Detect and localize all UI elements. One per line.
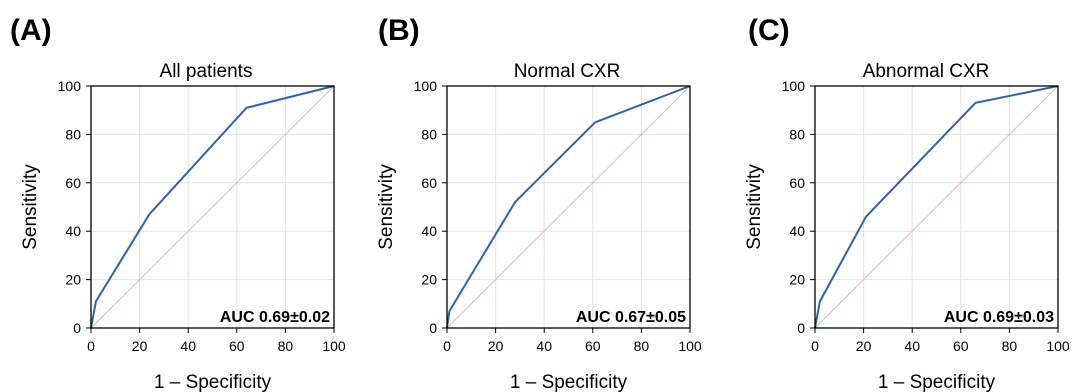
roc-curve-line [814, 85, 1059, 329]
x-tick-label: 80 [278, 338, 294, 354]
roc-panel-3: (C) Abnormal CXR 0 20 40 60 80 100 0 20 40 60 80 100 1… [744, 14, 1070, 392]
x-tick-label: 100 [678, 338, 702, 354]
x-axis-label: 1 – Specificity [878, 372, 996, 392]
x-tick-label: 60 [229, 338, 245, 354]
y-tick-label: 40 [789, 223, 805, 239]
plot-frame [814, 85, 1059, 329]
panel-letter: (B) [378, 14, 420, 47]
y-tick-label: 60 [789, 175, 805, 191]
x-tick-label: 0 [87, 338, 95, 354]
reference-diagonal-line [814, 85, 1059, 329]
y-tick-label: 100 [782, 78, 806, 94]
x-tick-label: 100 [1046, 338, 1070, 354]
plot-frame [90, 85, 335, 329]
roc-curve-line [90, 85, 335, 329]
x-tick-label: 40 [904, 338, 920, 354]
auc-annotation: AUC 0.69±0.03 [944, 309, 1054, 326]
roc-curve-line [446, 85, 691, 329]
y-axis-label: Sensitivity [376, 164, 397, 250]
x-tick-label: 20 [132, 338, 148, 354]
y-tick-label: 40 [65, 223, 81, 239]
panel-title: Abnormal CXR [863, 61, 990, 82]
y-tick-label: 40 [421, 223, 437, 239]
panel-title: All patients [160, 61, 253, 82]
y-tick-label: 80 [65, 126, 81, 142]
y-tick-label: 60 [421, 175, 437, 191]
x-tick-label: 0 [443, 338, 451, 354]
reference-diagonal-line [90, 85, 335, 329]
y-tick-label: 100 [58, 78, 82, 94]
reference-diagonal-line [446, 85, 691, 329]
y-tick-label: 100 [414, 78, 438, 94]
x-tick-label: 80 [1002, 338, 1018, 354]
roc-panel-1: (A) All patients 0 20 40 60 80 100 0 20 40 60 80 100 1… [10, 14, 346, 392]
x-tick-label: 40 [536, 338, 552, 354]
y-tick-label: 80 [421, 126, 437, 142]
x-tick-label: 20 [488, 338, 504, 354]
panel-title: Normal CXR [514, 61, 621, 82]
plot-frame [446, 85, 691, 329]
auc-annotation: AUC 0.67±0.05 [576, 309, 686, 326]
x-tick-label: 60 [953, 338, 969, 354]
x-axis-label: 1 – Specificity [510, 372, 628, 392]
panel-letter: (C) [748, 14, 790, 47]
x-tick-label: 20 [856, 338, 872, 354]
y-tick-label: 60 [65, 175, 81, 191]
auc-annotation: AUC 0.69±0.02 [220, 309, 330, 326]
x-axis-label: 1 – Specificity [154, 372, 272, 392]
y-tick-label: 80 [789, 126, 805, 142]
y-tick-label: 20 [65, 272, 81, 288]
panel-letter: (A) [10, 14, 52, 47]
x-tick-label: 60 [585, 338, 601, 354]
y-tick-label: 0 [73, 320, 81, 336]
y-tick-label: 0 [429, 320, 437, 336]
x-tick-label: 0 [811, 338, 819, 354]
y-tick-label: 20 [421, 272, 437, 288]
x-tick-label: 100 [322, 338, 346, 354]
y-tick-label: 0 [797, 320, 805, 336]
y-axis-label: Sensitivity [744, 164, 765, 250]
roc-panel-2: (B) Normal CXR 0 20 40 60 80 100 0 20 40 60 80 100 1 –… [376, 14, 702, 392]
x-tick-label: 80 [634, 338, 650, 354]
y-tick-label: 20 [789, 272, 805, 288]
x-tick-label: 40 [180, 338, 196, 354]
y-axis-label: Sensitivity [20, 164, 41, 250]
